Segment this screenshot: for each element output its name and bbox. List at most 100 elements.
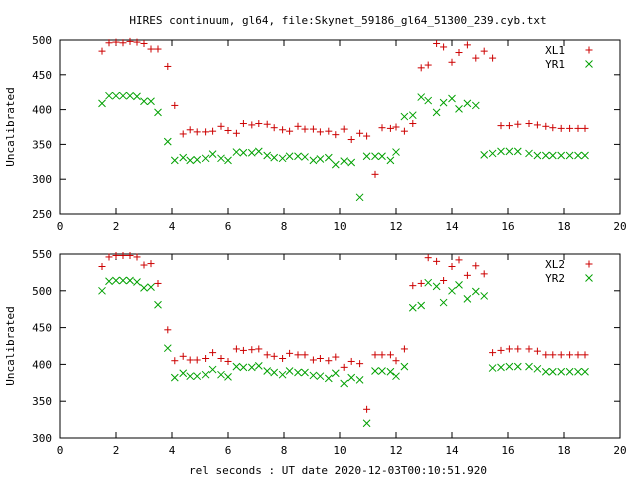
series-XL1 — [98, 37, 589, 178]
data-point-XL1 — [309, 125, 317, 133]
data-point-XL1 — [533, 121, 541, 129]
top-panel: 0 2 4 6 8 10 12 14 16 18 20 250 300 350 400 450 500 XL1Y… — [4, 34, 627, 233]
data-point-XL2 — [489, 349, 497, 357]
x-tick-label: 10 — [333, 220, 346, 233]
data-point-XL1 — [112, 38, 120, 46]
legend-label: XL2 — [545, 258, 565, 271]
data-point-YR1 — [513, 147, 522, 156]
data-point-XL2 — [549, 351, 557, 359]
data-point-YR1 — [201, 154, 210, 163]
data-point-YR1 — [439, 98, 448, 107]
x-tick-label: 16 — [501, 220, 514, 233]
data-point-XL1 — [574, 124, 582, 132]
data-point-XL2 — [386, 351, 394, 359]
data-point-YR2 — [208, 365, 217, 374]
data-point-YR2 — [497, 363, 505, 372]
data-point-XL1 — [424, 61, 432, 69]
data-point-XL2 — [340, 363, 348, 371]
data-point-YR2 — [186, 372, 195, 381]
data-point-YR2 — [285, 367, 294, 375]
data-point-XL2 — [294, 351, 302, 359]
data-point-YR1 — [565, 151, 574, 160]
x-tick-label: 2 — [113, 220, 120, 233]
x-tick-label: 0 — [57, 444, 64, 457]
data-point-XL2 — [119, 251, 127, 259]
data-point-YR1 — [480, 150, 489, 159]
x-axis-label: rel seconds : UT date 2020-12-03T00:10:5… — [189, 464, 487, 477]
data-point-XL1 — [164, 62, 172, 70]
bottom-marks — [98, 251, 589, 428]
data-point-YR1 — [347, 158, 356, 167]
data-point-YR2 — [254, 362, 263, 370]
x-tick-label: 8 — [281, 220, 288, 233]
data-point-YR2 — [294, 368, 302, 377]
data-point-YR1 — [548, 151, 557, 160]
data-point-XL2 — [417, 279, 425, 287]
x-tick-label: 12 — [389, 220, 402, 233]
data-point-XL2 — [424, 254, 432, 262]
data-point-XL2 — [186, 356, 194, 364]
data-point-XL2 — [98, 263, 106, 271]
data-point-YR2 — [480, 292, 489, 300]
data-point-YR1 — [362, 152, 371, 161]
data-point-XL2 — [140, 261, 148, 269]
x-tick-label: 2 — [113, 444, 120, 457]
data-point-YR2 — [247, 363, 256, 372]
y-tick-label: 300 — [32, 432, 52, 445]
data-point-XL1 — [286, 127, 294, 135]
data-point-YR1 — [525, 149, 533, 158]
data-point-XL2 — [371, 351, 379, 359]
data-point-YR1 — [170, 156, 179, 165]
data-point-YR1 — [455, 105, 463, 113]
data-point-XL1 — [209, 127, 217, 135]
data-point-XL1 — [347, 136, 355, 144]
data-point-XL2 — [255, 345, 263, 353]
data-point-XL1 — [171, 101, 179, 109]
data-point-XL2 — [325, 357, 333, 365]
x-tick-label: 14 — [445, 444, 459, 457]
data-point-YR1 — [432, 108, 441, 117]
data-point-YR2 — [163, 344, 172, 353]
data-point-YR1 — [112, 91, 120, 100]
data-point-YR1 — [448, 94, 456, 103]
data-point-YR1 — [263, 151, 272, 160]
data-point-YR2 — [525, 362, 533, 371]
data-point-XL2 — [248, 346, 256, 354]
data-point-YR2 — [439, 298, 448, 307]
x-tick-label: 20 — [613, 444, 626, 457]
data-point-XL1 — [566, 124, 574, 132]
data-point-YR2 — [170, 373, 179, 382]
bottom-plot-frame — [59, 253, 621, 439]
data-point-YR2 — [278, 370, 287, 379]
data-point-YR1 — [371, 152, 379, 161]
x-tick-label: 4 — [169, 220, 176, 233]
data-point-XL2 — [217, 355, 225, 363]
data-point-YR1 — [154, 108, 162, 117]
data-point-XL2 — [202, 355, 210, 363]
data-point-XL1 — [392, 123, 400, 131]
data-point-YR2 — [126, 276, 134, 285]
data-point-YR1 — [239, 148, 248, 157]
data-point-YR2 — [557, 367, 566, 376]
data-point-XL2 — [133, 253, 141, 261]
data-point-XL2 — [270, 352, 278, 360]
data-point-XL1 — [133, 38, 141, 46]
data-point-YR2 — [112, 276, 120, 285]
x-tick-label: 4 — [169, 444, 176, 457]
data-point-XL2 — [171, 357, 179, 365]
y-tick-label: 250 — [32, 208, 52, 221]
series-YR1 — [98, 91, 589, 202]
data-point-YR2 — [154, 300, 162, 309]
data-point-YR1 — [488, 149, 497, 158]
data-point-YR2 — [263, 367, 272, 375]
data-point-XL1 — [514, 120, 522, 128]
data-point-XL1 — [186, 126, 194, 134]
data-point-XL1 — [217, 122, 225, 130]
data-point-YR1 — [574, 151, 582, 160]
data-point-XL1 — [332, 131, 340, 139]
data-point-XL1 — [448, 58, 456, 66]
data-point-XL1 — [433, 39, 441, 47]
data-point-XL2 — [525, 345, 533, 353]
chart-title: HIRES continuum, gl64, file:Skynet_59186… — [129, 14, 546, 27]
data-point-XL1 — [542, 122, 550, 130]
